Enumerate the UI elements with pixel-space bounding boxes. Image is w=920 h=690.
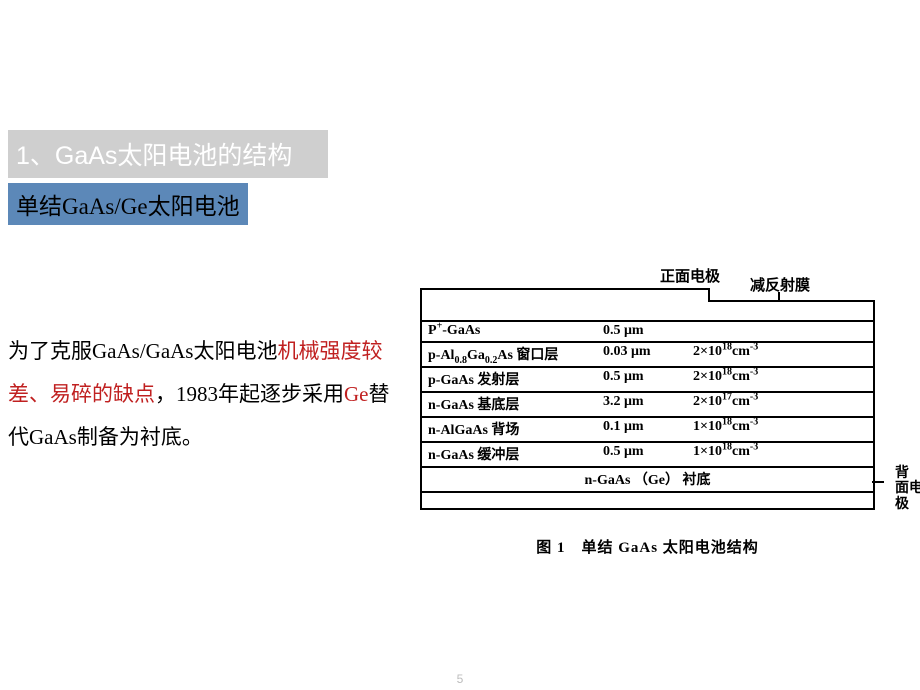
figure-caption: 图 1 单结 GaAs 太阳电池结构 bbox=[420, 536, 875, 557]
highlight-run: Ge bbox=[344, 382, 369, 406]
layer-doping: 1×1018cm-3 bbox=[693, 419, 867, 439]
layer-stack: P+-GaAs 0.5 μm p-Al0.8Ga0.2As 窗口层 0.03 μ… bbox=[420, 320, 875, 510]
section-title: 1、GaAs太阳电池的结构 bbox=[16, 136, 292, 172]
layer-row: p-GaAs 发射层 0.5 μm 2×1018cm-3 bbox=[422, 366, 873, 391]
layer-thickness: 0.5 μm bbox=[603, 323, 693, 339]
layer-thickness: 3.2 μm bbox=[603, 394, 693, 414]
layer-thickness: 0.5 μm bbox=[603, 369, 693, 389]
layer-thickness: 0.1 μm bbox=[603, 419, 693, 439]
layer-doping: 2×1018cm-3 bbox=[693, 369, 867, 389]
layer-doping: 2×1017cm-3 bbox=[693, 394, 867, 414]
layer-name: n-GaAs 基底层 bbox=[428, 394, 603, 414]
layer-row: n-AlGaAs 背场 0.1 μm 1×1018cm-3 bbox=[422, 416, 873, 441]
layer-name: p-Al0.8Ga0.2As 窗口层 bbox=[428, 344, 603, 364]
subtitle: 单结GaAs/Ge太阳电池 bbox=[16, 194, 240, 219]
top-electrode-label: 正面电极 bbox=[480, 265, 900, 286]
subtitle-box: 单结GaAs/Ge太阳电池 bbox=[8, 183, 248, 225]
layer-name: n-AlGaAs 背场 bbox=[428, 419, 603, 439]
arc-row: 减反射膜 bbox=[420, 300, 900, 320]
layer-thickness: 0.03 μm bbox=[603, 344, 693, 364]
text-run: ，1983年起逐步采用 bbox=[155, 382, 344, 406]
layer-doping bbox=[693, 323, 867, 339]
layer-row: p-Al0.8Ga0.2As 窗口层 0.03 μm 2×1018cm-3 bbox=[422, 341, 873, 366]
section-title-box: 1、GaAs太阳电池的结构 bbox=[8, 130, 328, 178]
layer-name: p-GaAs 发射层 bbox=[428, 369, 603, 389]
arc-right-block bbox=[708, 300, 875, 320]
layer-name: P+-GaAs bbox=[428, 323, 603, 339]
layer-row: n-GaAs 缓冲层 0.5 μm 1×1018cm-3 bbox=[422, 441, 873, 466]
layer-row: n-GaAs 基底层 3.2 μm 2×1017cm-3 bbox=[422, 391, 873, 416]
arc-label: 减反射膜 bbox=[750, 274, 810, 295]
slide: 1、GaAs太阳电池的结构 单结GaAs/Ge太阳电池 为了克服GaAs/GaA… bbox=[0, 0, 920, 690]
back-electrode-label: 背 面电 极 bbox=[895, 466, 920, 512]
structure-diagram: 正面电极 减反射膜 P+-GaAs 0.5 μm p-Al0.8Ga0.2As … bbox=[420, 265, 900, 557]
back-electrode-bar bbox=[422, 491, 873, 508]
paragraph: 为了克服GaAs/GaAs太阳电池机械强度较差、易碎的缺点，1983年起逐步采用… bbox=[8, 330, 406, 459]
layer-thickness: 0.5 μm bbox=[603, 444, 693, 464]
page-number: 5 bbox=[0, 672, 920, 686]
substrate-row: n-GaAs （Ge） 衬底 bbox=[422, 466, 873, 491]
layer-doping: 2×1018cm-3 bbox=[693, 344, 867, 364]
text-run: 为了克服GaAs/GaAs太阳电池 bbox=[8, 339, 277, 363]
layer-row: P+-GaAs 0.5 μm bbox=[422, 320, 873, 341]
layer-doping: 1×1018cm-3 bbox=[693, 444, 867, 464]
layer-name: n-GaAs 缓冲层 bbox=[428, 444, 603, 464]
arc-left-block bbox=[420, 298, 710, 320]
back-label-line bbox=[872, 481, 884, 483]
